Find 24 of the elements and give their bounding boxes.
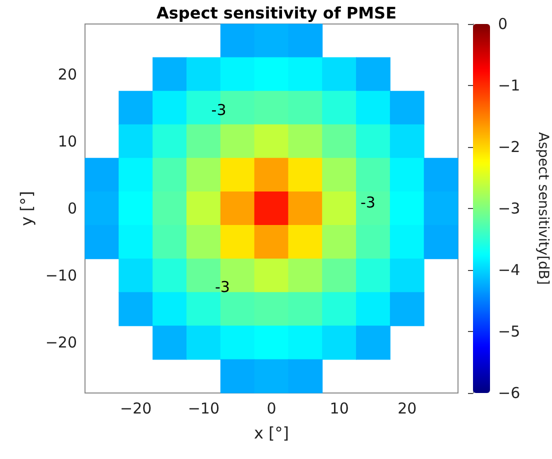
annotation: -3: [360, 193, 376, 212]
color-bar-title: Aspect sensitivity[dB]: [535, 132, 551, 285]
y-tick-label: −10: [45, 266, 77, 285]
y-axis-title: y [°]: [16, 190, 36, 226]
color-bar-label: 0: [498, 15, 508, 33]
color-bar-label: −1: [498, 76, 520, 94]
x-axis-title: x [°]: [254, 424, 290, 442]
color-bar-label: −5: [498, 322, 520, 340]
chart-title: Aspect sensitivity of PMSE: [156, 4, 397, 22]
y-tick-label: −20: [45, 334, 77, 352]
y-tick-label: 10: [58, 132, 77, 150]
color-bar-label: −6: [498, 384, 520, 402]
annotation: -3: [215, 278, 230, 296]
x-tick-label: 20: [398, 400, 417, 418]
annotation: -3: [211, 101, 226, 120]
color-bar-label: −4: [498, 261, 520, 279]
x-tick-label: −20: [120, 400, 152, 418]
x-tick-label: 10: [330, 400, 349, 418]
x-tick-label: 0: [266, 400, 276, 418]
color-bar-label: −2: [498, 138, 520, 156]
y-tick-label: 20: [58, 65, 77, 84]
x-tick-label: −10: [188, 400, 220, 418]
color-bar-label: −3: [498, 200, 520, 218]
y-tick-label: 0: [67, 200, 77, 218]
